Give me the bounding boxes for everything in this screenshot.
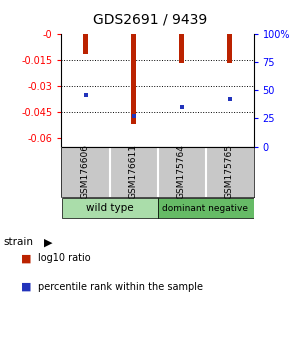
Text: GSM176611: GSM176611 xyxy=(129,144,138,199)
Text: GSM175765: GSM175765 xyxy=(225,144,234,199)
Text: ▶: ▶ xyxy=(44,238,52,247)
Text: percentile rank within the sample: percentile rank within the sample xyxy=(38,282,202,292)
Text: strain: strain xyxy=(3,238,33,247)
Text: GSM176606: GSM176606 xyxy=(81,144,90,199)
Bar xyxy=(61,198,158,218)
Text: log10 ratio: log10 ratio xyxy=(38,253,90,263)
Text: ■: ■ xyxy=(21,253,32,263)
Bar xyxy=(130,34,136,124)
Bar xyxy=(158,198,254,218)
Text: GDS2691 / 9439: GDS2691 / 9439 xyxy=(93,12,207,27)
Text: GSM175764: GSM175764 xyxy=(177,144,186,199)
Text: wild type: wild type xyxy=(86,203,133,213)
Bar xyxy=(82,34,88,55)
Bar xyxy=(178,34,184,63)
Text: dominant negative: dominant negative xyxy=(163,204,248,213)
Bar xyxy=(226,34,232,63)
Text: ■: ■ xyxy=(21,282,32,292)
